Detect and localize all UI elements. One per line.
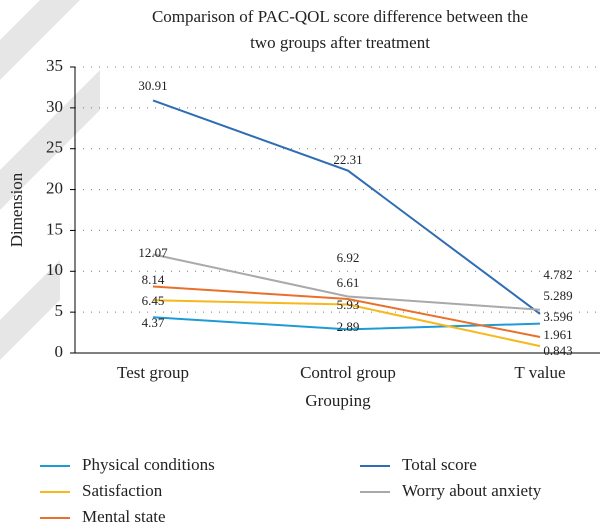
- y-tick-label: 5: [55, 301, 64, 320]
- series-line: [152, 253, 541, 311]
- data-label: 6.45: [142, 293, 165, 308]
- x-axis-label: Grouping: [305, 391, 371, 410]
- data-label: 6.92: [337, 250, 360, 265]
- legend-label: Total score: [402, 455, 477, 474]
- y-tick-label: 25: [46, 138, 63, 157]
- data-label: 2.89: [337, 319, 360, 334]
- data-label: 1.961: [543, 327, 572, 342]
- chart-title: Comparison of PAC-QOL score difference b…: [152, 7, 528, 26]
- legend-label: Satisfaction: [82, 481, 163, 500]
- legend-label: Worry about anxiety: [402, 481, 542, 500]
- series-line: [152, 299, 541, 348]
- y-tick-label: 30: [46, 97, 63, 116]
- data-label: 4.37: [142, 315, 165, 330]
- x-tick-label: Test group: [117, 363, 189, 382]
- y-axis-label: Dimension: [7, 172, 26, 247]
- legend-label: Physical conditions: [82, 455, 215, 474]
- data-label: 6.61: [337, 275, 360, 290]
- y-tick-label: 15: [46, 219, 63, 238]
- series-line: [152, 99, 541, 315]
- x-tick-label: T value: [514, 363, 565, 382]
- data-label: 30.91: [138, 78, 167, 93]
- data-label: 3.596: [543, 309, 573, 324]
- data-label: 8.14: [142, 272, 165, 287]
- data-label: 0.843: [543, 343, 572, 358]
- data-label: 12.07: [138, 245, 168, 260]
- y-tick-label: 20: [46, 178, 63, 197]
- legend-label: Mental state: [82, 507, 166, 526]
- chart-title: two groups after treatment: [250, 33, 430, 52]
- y-tick-label: 10: [46, 260, 63, 279]
- series-line: [152, 316, 541, 331]
- data-label: 22.31: [333, 152, 362, 167]
- data-label: 4.782: [543, 267, 572, 282]
- series-line: [152, 285, 541, 338]
- y-tick-label: 35: [46, 56, 63, 75]
- x-tick-label: Control group: [300, 363, 396, 382]
- data-label: 5.289: [543, 288, 572, 303]
- y-tick-label: 0: [55, 342, 64, 361]
